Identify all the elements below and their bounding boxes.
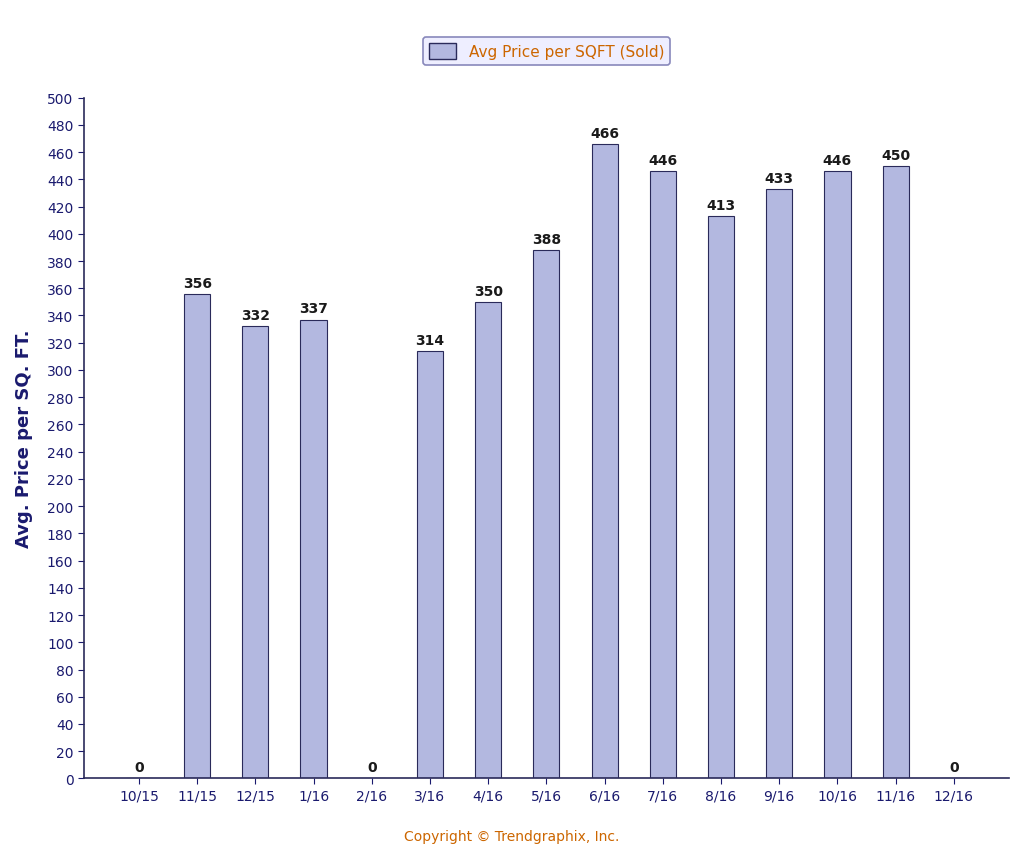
Text: 314: 314 (416, 333, 444, 348)
Text: 446: 446 (648, 154, 678, 168)
Bar (824, 172, 851, 779)
Text: 466: 466 (590, 127, 620, 141)
Text: 356: 356 (182, 276, 212, 291)
Bar (184, 295, 210, 779)
Bar (300, 320, 327, 779)
Text: 0: 0 (134, 761, 143, 774)
Text: 388: 388 (531, 233, 561, 247)
Bar (534, 250, 559, 779)
Bar (766, 190, 793, 779)
Text: 433: 433 (765, 171, 794, 186)
Text: 0: 0 (949, 761, 958, 774)
Bar (243, 327, 268, 779)
Bar (417, 352, 443, 779)
Bar (649, 172, 676, 779)
Text: 413: 413 (707, 199, 735, 213)
Text: 350: 350 (474, 285, 503, 298)
Text: 0: 0 (367, 761, 377, 774)
Bar (592, 145, 617, 779)
Text: 337: 337 (299, 302, 328, 316)
Text: 332: 332 (241, 309, 270, 323)
Text: 446: 446 (823, 154, 852, 168)
Y-axis label: Avg. Price per SQ. FT.: Avg. Price per SQ. FT. (15, 330, 33, 548)
Bar (475, 302, 502, 779)
Bar (708, 217, 734, 779)
Text: Copyright © Trendgraphix, Inc.: Copyright © Trendgraphix, Inc. (404, 830, 620, 843)
Bar (883, 166, 908, 779)
Legend: Avg Price per SQFT (Sold): Avg Price per SQFT (Sold) (423, 38, 670, 66)
Text: 450: 450 (881, 148, 910, 163)
